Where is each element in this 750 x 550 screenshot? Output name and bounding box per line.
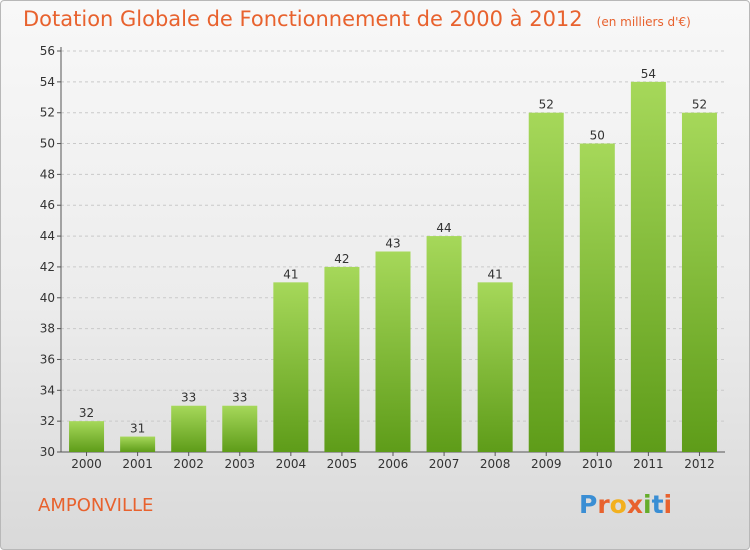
bar	[120, 436, 156, 452]
bar-value-label: 33	[181, 391, 196, 405]
bar-value-label: 43	[385, 237, 400, 251]
logo-letter: t	[651, 490, 664, 519]
x-tick-label: 2010	[582, 457, 613, 471]
chart-title: Dotation Globale de Fonctionnement de 20…	[23, 7, 691, 31]
y-tick-label: 46	[40, 198, 55, 212]
bar-value-label: 52	[539, 98, 554, 112]
bar	[477, 282, 513, 452]
bars: 32 31 33 33 41 42 43 44 41 52 50 54 52	[69, 67, 717, 453]
bar-value-label: 44	[436, 221, 451, 235]
title-text: Dotation Globale de Fonctionnement de 20…	[23, 7, 583, 31]
chart-subtitle: (en milliers d'€)	[596, 15, 691, 29]
bar	[375, 251, 411, 452]
y-tick-label: 48	[40, 167, 55, 181]
y-tick-label: 56	[40, 44, 55, 58]
x-tick-label: 2003	[224, 457, 255, 471]
bar	[681, 112, 717, 452]
bar	[69, 421, 105, 452]
bar-value-label: 41	[283, 267, 298, 281]
x-tick-label: 2007	[429, 457, 460, 471]
y-tick-label: 36	[40, 352, 55, 366]
logo-letter: o	[609, 490, 627, 519]
x-axis-ticks: 2000 2001 2002 2003 2004 2005 2006 2007 2008 2009…	[71, 452, 715, 471]
bar	[222, 405, 258, 452]
logo-letter: P	[579, 490, 598, 519]
commune-name: AMPONVILLE	[38, 495, 154, 516]
bar	[528, 112, 564, 452]
bar-value-label: 42	[334, 252, 349, 266]
x-tick-label: 2005	[327, 457, 358, 471]
bar-value-label: 31	[130, 422, 145, 436]
y-tick-label: 52	[40, 106, 55, 120]
y-tick-label: 34	[40, 383, 55, 397]
logo-letter: i	[643, 490, 652, 519]
bar	[171, 405, 207, 452]
x-tick-label: 2008	[480, 457, 511, 471]
x-tick-label: 2006	[378, 457, 409, 471]
logo-letter: x	[626, 490, 643, 519]
y-tick-label: 32	[40, 414, 55, 428]
bar	[426, 236, 462, 452]
bar-value-label: 52	[692, 98, 707, 112]
bar	[630, 81, 666, 452]
y-tick-label: 42	[40, 260, 55, 274]
x-tick-label: 2004	[276, 457, 307, 471]
bar	[273, 282, 309, 452]
bar	[579, 143, 615, 453]
bar-value-label: 41	[488, 267, 503, 281]
x-tick-label: 2000	[71, 457, 102, 471]
x-tick-label: 2009	[531, 457, 562, 471]
x-tick-label: 2002	[173, 457, 204, 471]
x-tick-label: 2012	[684, 457, 715, 471]
y-tick-label: 40	[40, 291, 55, 305]
bar	[324, 266, 360, 452]
y-tick-label: 44	[40, 229, 55, 243]
x-tick-label: 2001	[122, 457, 153, 471]
y-tick-label: 50	[40, 137, 55, 151]
proxiti-logo: Proxiti	[579, 490, 672, 519]
bar-value-label: 50	[590, 129, 605, 143]
logo-letter: i	[663, 490, 673, 519]
bar-value-label: 54	[641, 67, 656, 81]
bar-value-label: 32	[79, 406, 94, 420]
x-tick-label: 2011	[633, 457, 664, 471]
y-tick-label: 38	[40, 322, 55, 336]
bar-value-label: 33	[232, 391, 247, 405]
y-tick-label: 54	[40, 75, 55, 89]
y-axis-ticks: 30 32 34 36 38 40 42 44 46 48 50 52 54 56	[40, 44, 61, 459]
logo-letter: r	[597, 490, 610, 519]
y-tick-label: 30	[40, 445, 55, 459]
